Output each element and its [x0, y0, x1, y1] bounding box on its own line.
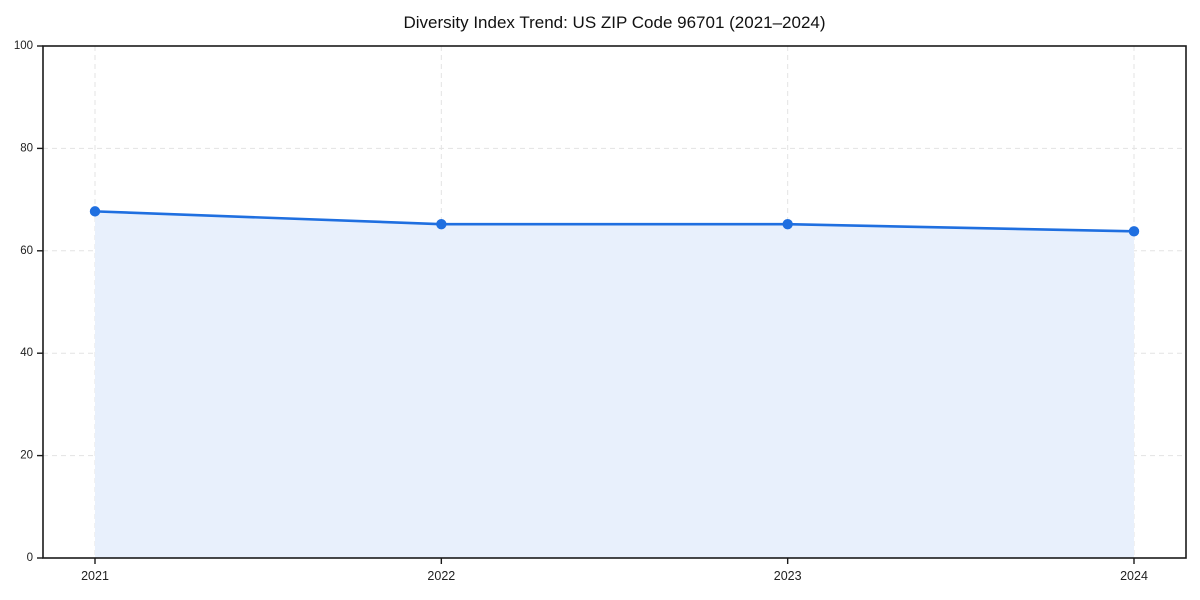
x-axis-tick-label: 2022 [427, 569, 455, 583]
data-point-2024 [1128, 226, 1140, 237]
x-axis-tick-label: 2023 [774, 569, 802, 583]
x-axis-tick-label: 2024 [1120, 569, 1148, 583]
chart-title: Diversity Index Trend: US ZIP Code 96701… [403, 13, 826, 32]
y-axis-tick-label: 60 [20, 245, 33, 257]
data-point-2023 [782, 218, 793, 230]
y-axis-tick-label: 20 [20, 450, 33, 462]
y-axis-tick-label: 80 [20, 142, 33, 154]
series-area-fill [95, 211, 1134, 558]
y-axis-tick-label: 100 [14, 40, 33, 52]
series-line [93, 210, 1136, 233]
plot-border [42, 45, 1187, 559]
y-axis-tick-label: 40 [20, 347, 33, 359]
y-axis-tick-label: 0 [27, 552, 33, 564]
x-axis-tick-label: 2021 [81, 569, 109, 583]
data-point-2021 [89, 206, 101, 217]
data-point-2022 [436, 218, 447, 230]
